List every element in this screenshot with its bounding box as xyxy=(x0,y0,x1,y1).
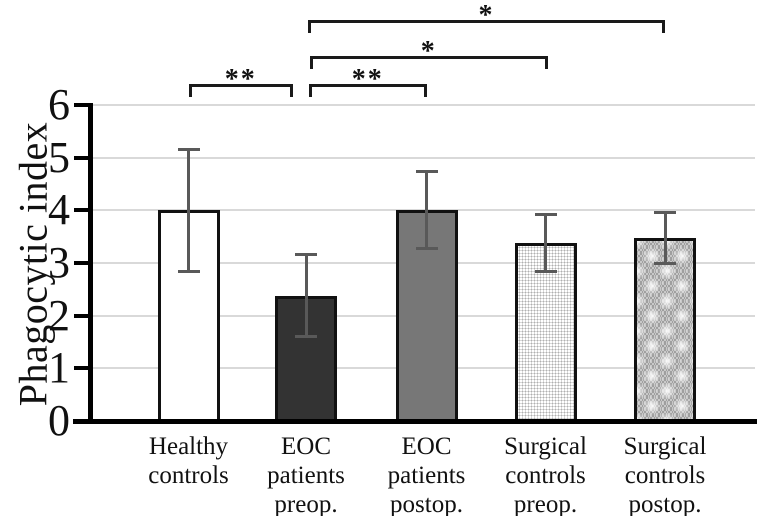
bar-surgical-controls-postop xyxy=(634,237,696,423)
error-bar-cap-top xyxy=(415,170,438,174)
error-bar-line xyxy=(663,212,667,264)
significance-star: * xyxy=(420,36,437,67)
y-tick-label: 1 xyxy=(48,343,70,393)
x-category-label: EOC patients postop. xyxy=(387,433,466,516)
significance-bracket xyxy=(309,84,427,97)
y-tick xyxy=(74,313,92,318)
error-bar-cap-bottom xyxy=(177,270,200,274)
x-category-label: Surgical controls preop. xyxy=(504,433,587,516)
y-tick-label: 3 xyxy=(48,238,70,287)
significance-star: * xyxy=(478,0,495,31)
significance-bracket xyxy=(188,84,293,97)
significance-bracket xyxy=(310,56,548,69)
y-tick-label: 5 xyxy=(48,132,70,182)
significance-star: ** xyxy=(351,64,384,95)
significance-bracket xyxy=(308,20,665,33)
significance-star: ** xyxy=(224,64,257,95)
error-bar-cap-top xyxy=(534,213,557,217)
error-bar-cap-bottom xyxy=(415,246,438,250)
error-bar-cap-bottom xyxy=(654,261,676,265)
error-bar-line xyxy=(425,171,428,249)
error-bar-line xyxy=(544,214,547,273)
error-bar-cap-bottom xyxy=(534,270,557,274)
x-axis-line xyxy=(73,419,757,424)
x-category-label: Surgical controls postop. xyxy=(623,433,707,516)
y-tick xyxy=(74,261,92,265)
gridline xyxy=(92,104,755,106)
y-tick xyxy=(74,155,92,160)
error-bar-cap-top xyxy=(295,253,317,257)
error-bar-line xyxy=(187,148,190,273)
y-tick-label: 2 xyxy=(48,290,70,340)
x-category-label: Healthy controls xyxy=(148,433,229,489)
error-bar-cap-top xyxy=(177,147,200,151)
y-tick-label: 4 xyxy=(48,185,70,235)
x-category-label: EOC patients preop. xyxy=(267,433,345,516)
error-bar-cap-bottom xyxy=(295,335,317,339)
y-tick-label: 0 xyxy=(48,396,70,445)
y-tick xyxy=(74,419,92,423)
error-bar-line xyxy=(304,254,308,338)
y-tick-label: 6 xyxy=(48,80,70,129)
y-tick xyxy=(74,103,92,107)
error-bar-cap-top xyxy=(654,211,676,215)
y-tick xyxy=(74,366,92,371)
y-tick xyxy=(74,208,92,213)
gridline xyxy=(92,156,755,159)
